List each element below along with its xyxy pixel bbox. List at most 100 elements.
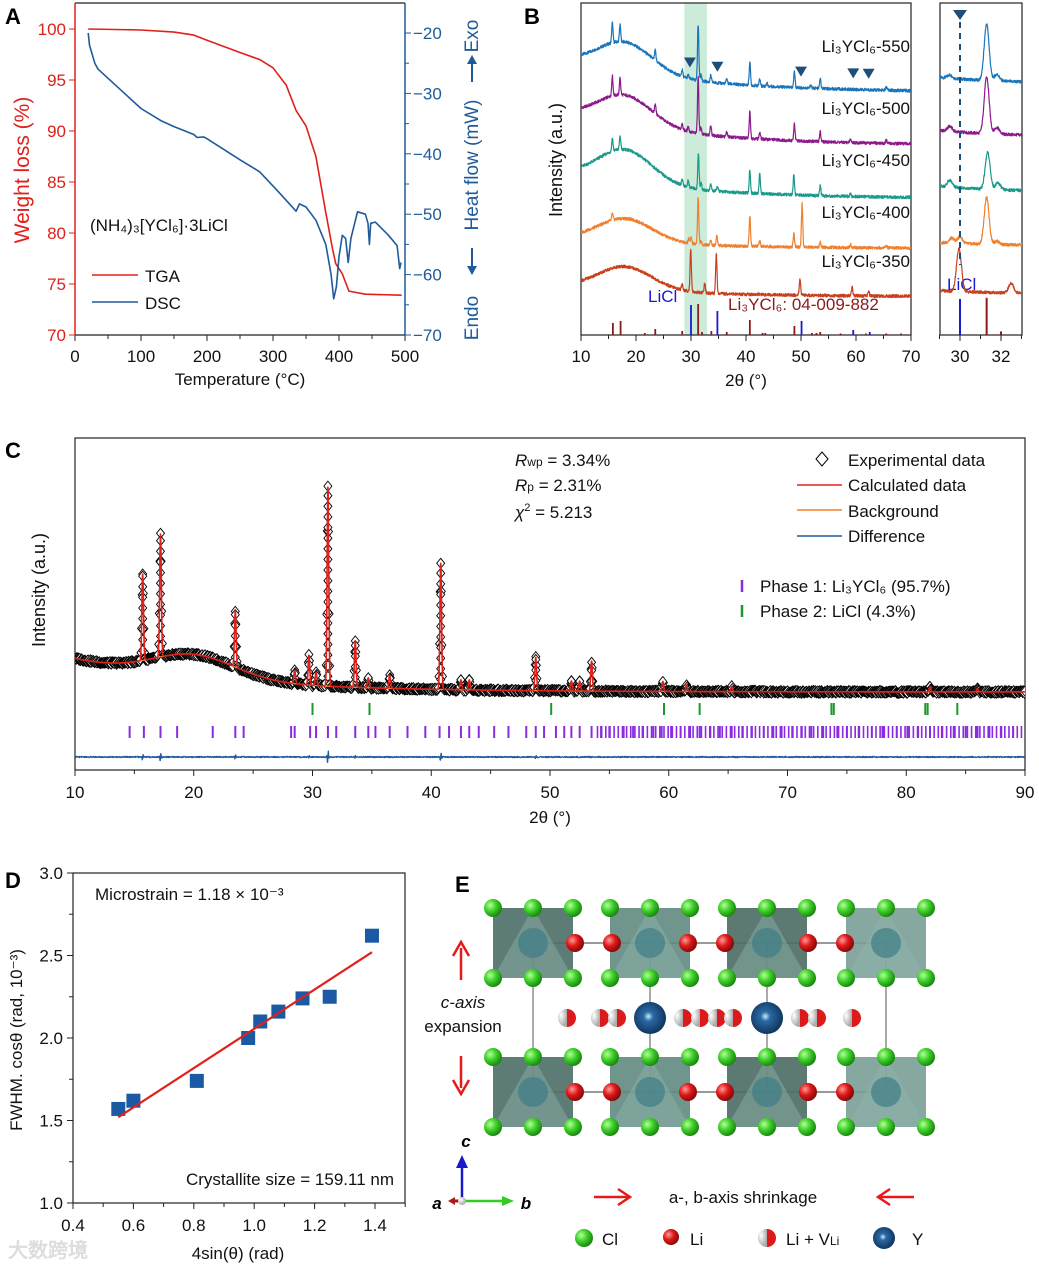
- b-licl-marker-triangle-icon: [862, 68, 875, 79]
- a-y2tick-label: −70: [413, 326, 442, 345]
- legend-phase1: Phase 1: Li₃YCl₆ (95.7%): [760, 577, 950, 596]
- c-xtick-label: 30: [303, 783, 322, 802]
- experimental-point: [155, 619, 166, 632]
- b-licl-marker-triangle-icon: [847, 68, 860, 79]
- b-xrd-curve: [581, 248, 911, 299]
- ycl6-octahedron: [610, 1057, 690, 1127]
- ab-axis-shrinkage-label: a-, b-axis shrinkage: [669, 1188, 817, 1207]
- panel-d-williamson-hall: 4sin(θ) (rad) FWHM. cosθ (rad, 10⁻³) Mic…: [7, 864, 406, 1263]
- panel-e-crystal-structure: c-axis expansion c a b a-, b-axis shrink…: [424, 899, 935, 1249]
- b-inset-curve: [940, 23, 1022, 84]
- a-legend: TGA DSC: [92, 267, 181, 313]
- d-ytick-label: 2.5: [39, 947, 63, 966]
- ycl6-octahedron: [727, 1057, 807, 1127]
- b-licl-marker-triangle-icon: [683, 57, 696, 68]
- b-series-label-450: Li₃YCl₆-450: [822, 151, 910, 170]
- b-inset-marker-triangle-icon: [953, 10, 967, 20]
- li-vacancy-atom: [591, 1009, 609, 1027]
- c-difference-curve: [75, 750, 1025, 764]
- cl-atom: [601, 1118, 619, 1136]
- li-vacancy-atom: [843, 1009, 861, 1027]
- li-atom: [836, 934, 854, 952]
- li-atom: [799, 1083, 817, 1101]
- a-ytick-label: 100: [38, 20, 66, 39]
- legend-diamond-icon: [815, 451, 829, 467]
- experimental-point: [323, 649, 333, 661]
- cl-atom: [877, 899, 895, 917]
- a-y2tick-label: −30: [413, 84, 442, 103]
- c-xtick-label: 20: [184, 783, 203, 802]
- ycl6-octahedron: [493, 1057, 573, 1127]
- c-axis-down-arrow-icon: [451, 1056, 471, 1097]
- experimental-point: [323, 564, 333, 576]
- cl-atom: [917, 969, 935, 987]
- li-vacancy-atom: [558, 1009, 576, 1027]
- cl-atom: [564, 1118, 582, 1136]
- ycl6-octahedron: [727, 908, 807, 978]
- half-white: [843, 1009, 852, 1027]
- y-atom-icon: [873, 1227, 895, 1249]
- half-white: [724, 1009, 733, 1027]
- c-xtick-label: 70: [778, 783, 797, 802]
- legend-cl: Cl: [602, 1230, 618, 1249]
- experimental-point: [138, 634, 148, 646]
- d-xtick-label: 1.2: [303, 1216, 327, 1235]
- panel-label-d: D: [5, 868, 21, 893]
- cl-atom: [681, 1048, 699, 1066]
- half-red: [617, 1009, 626, 1027]
- half-red: [600, 1009, 609, 1027]
- cl-atom: [917, 1118, 935, 1136]
- cl-atom: [681, 899, 699, 917]
- cl-atom: [718, 899, 736, 917]
- legend-tga-label: TGA: [145, 267, 181, 286]
- panel-c-rietveld: 2θ (°) Intensity (a.u.) Rwp = 3.34% Rp =…: [29, 437, 1034, 827]
- b-xrd-curve: [581, 135, 911, 200]
- b-xtick-label: 70: [902, 347, 921, 366]
- half-red: [567, 1009, 576, 1027]
- legend-experimental: Experimental data: [848, 451, 986, 470]
- a-ytick-label: 80: [47, 224, 66, 243]
- c-axis-expansion-label: expansion: [424, 1017, 502, 1036]
- d-xtick-label: 1.0: [242, 1216, 266, 1235]
- cl-atom: [758, 1118, 776, 1136]
- cl-atom: [718, 1118, 736, 1136]
- ab-shrink-right-arrow-icon: [594, 1187, 633, 1207]
- b-inset-xtick-label: 32: [992, 347, 1011, 366]
- b-xrd-curve: [581, 74, 911, 146]
- legend-y: Y: [912, 1230, 923, 1249]
- cl-atom: [877, 969, 895, 987]
- cl-atom: [758, 899, 776, 917]
- a-y2tick-label: −60: [413, 266, 442, 285]
- experimental-point: [323, 596, 333, 608]
- y-atom-in-octahedron: [752, 928, 782, 958]
- li-vacancy-atom: [724, 1009, 742, 1027]
- legend-phase2: Phase 2: LiCl (4.3%): [760, 602, 916, 621]
- li-vacancy-atom: [708, 1009, 726, 1027]
- li-atom: [716, 1083, 734, 1101]
- panel-label-b: B: [524, 4, 540, 29]
- cl-atom: [484, 899, 502, 917]
- li-atom: [566, 934, 584, 952]
- b-inset-curve: [940, 76, 1022, 137]
- cl-atom: [681, 1118, 699, 1136]
- b-ylabel: Intensity (a.u.): [546, 103, 566, 217]
- legend-dsc-label: DSC: [145, 294, 181, 313]
- half-white: [808, 1009, 817, 1027]
- b-inset-curve: [940, 247, 1022, 295]
- exo-arrow-icon: [467, 55, 477, 82]
- b-series-label-400: Li₃YCl₆-400: [822, 203, 910, 222]
- c-axis-label: c-axis: [441, 993, 486, 1012]
- half-white: [674, 1009, 683, 1027]
- li-atom: [679, 934, 697, 952]
- endo-arrow-icon: [467, 248, 477, 275]
- half-white: [691, 1009, 700, 1027]
- panel-b-xrd: 2θ (°) Intensity (a.u.) Li₃YCl₆-550 Li₃Y…: [546, 2, 1023, 390]
- experimental-point: [323, 585, 333, 598]
- b-inset-xtick-label: 30: [951, 347, 970, 366]
- cl-atom: [641, 1048, 659, 1066]
- li-atom-icon: [663, 1229, 679, 1245]
- b-highlight-band: [684, 3, 707, 335]
- a-xtick-label: 100: [127, 347, 155, 366]
- b-series-label-500: Li₃YCl₆-500: [822, 99, 910, 118]
- c-axis-up-arrow-icon: [451, 939, 471, 980]
